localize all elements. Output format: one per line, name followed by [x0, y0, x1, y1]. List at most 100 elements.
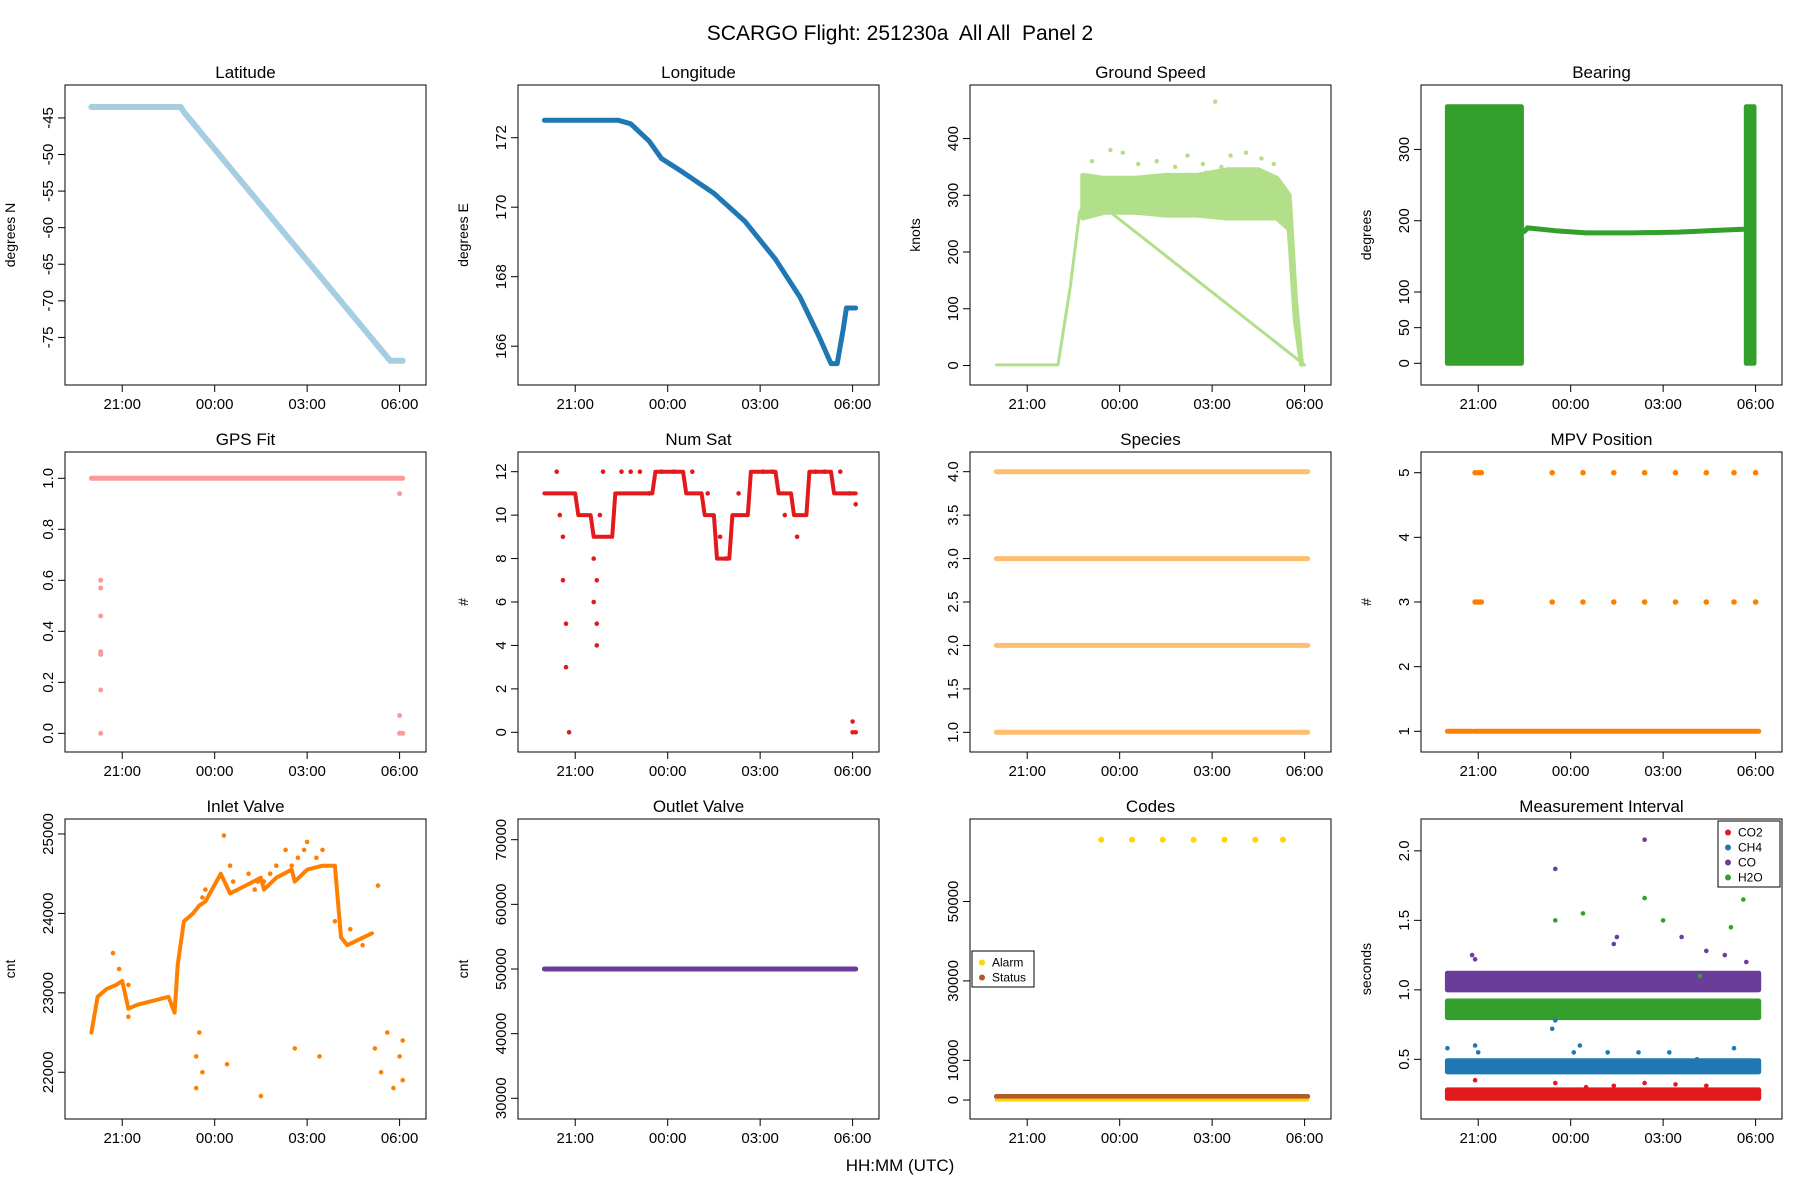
mpv-position-series-mpv-3-and-5-point: [1752, 469, 1759, 476]
species-y-tick-label: 4.0: [945, 461, 962, 482]
inlet-valve-series-inlet-valve-scatter-point: [126, 1014, 131, 1019]
latitude-x-axis: 21:00 00:00 03:00 06:00: [103, 384, 418, 413]
codes-series-alarm-point: [1190, 836, 1197, 843]
inlet-valve-y-label: cnt: [2, 960, 18, 979]
num-sat-y-tick-label: 10: [493, 507, 510, 524]
codes-legend-marker: [979, 974, 985, 981]
num-sat-series-num-sat-scatter-point: [822, 469, 828, 475]
mpv-position-series-mpv-3-and-5-point: [1731, 469, 1737, 476]
inlet-valve-y-axis: 22000 23000 24000 25000: [40, 813, 66, 1093]
latitude-series-latitude: [88, 104, 406, 364]
num-sat-y-tick-label: 6: [493, 598, 510, 606]
longitude-x-tick-label: 21:00: [556, 396, 594, 413]
num-sat-x-tick-label: 00:00: [649, 763, 687, 780]
longitude-frame: [517, 84, 880, 386]
inlet-valve-series-inlet-valve-scatter-point: [258, 1093, 264, 1099]
num-sat-series-num-sat-scatter-point: [560, 578, 566, 583]
inlet-valve-series-inlet-valve-scatter-point: [203, 887, 208, 892]
measurement-interval-x-axis: 21:00 00:00 03:00 06:00: [1459, 1118, 1774, 1147]
mpv-position-x-tick-label: 03:00: [1644, 763, 1682, 780]
inlet-valve-x-tick-label: 21:00: [103, 1130, 141, 1147]
panel-codes: Codes 21:00 00:00 03:00 06:00 0 10000 30000 5000…: [945, 797, 1332, 1147]
gps-fit-series-gps-fit-outliers-point: [397, 491, 403, 497]
mpv-position-series-mpv-3-and-5-point: [1611, 599, 1617, 605]
inlet-valve-series-inlet-valve-scatter-point: [193, 1054, 199, 1059]
measurement-interval-series-co-outliers-point: [1614, 934, 1620, 940]
codes-legend-box: [971, 950, 1035, 988]
codes-y-tick-label: 10000: [945, 1039, 962, 1081]
measurement-interval-series-co-outliers-point: [1472, 957, 1478, 962]
measurement-interval-series-ch4-outliers-point: [1694, 1057, 1700, 1062]
num-sat-y-tick-label: 4: [493, 641, 510, 649]
num-sat-series-num-sat-scatter-point: [646, 491, 652, 496]
measurement-interval-series-co: [1444, 970, 1762, 993]
bearing-x-tick-label: 21:00: [1459, 396, 1497, 413]
inlet-valve-series-inlet-valve-scatter-point: [116, 966, 122, 972]
x-axis-label: HH:MM (UTC): [845, 1156, 955, 1175]
num-sat-x-tick-label: 03:00: [741, 763, 779, 780]
outlet-valve-y-tick-label: 40000: [493, 1013, 510, 1055]
ground-speed-series-ground-speed-outliers-point: [1108, 147, 1113, 153]
codes-series-alarm-point: [1252, 836, 1259, 843]
inlet-valve-series-inlet-valve-scatter-point: [385, 1030, 390, 1035]
gps-fit-x-tick-label: 21:00: [103, 763, 141, 780]
bearing-title: Bearing: [1572, 63, 1631, 82]
inlet-valve-series-inlet-valve-scatter-point: [304, 839, 310, 845]
codes-x-tick-label: 06:00: [1286, 1130, 1324, 1147]
species-x-axis: 21:00 00:00 03:00 06:00: [1008, 751, 1324, 780]
ground-speed-series-ground-speed-outliers-point: [1154, 159, 1159, 164]
bearing-y-label: degrees: [1358, 210, 1374, 261]
species-x-tick-label: 06:00: [1286, 763, 1324, 780]
panel-inlet-valve: Inlet Valve 21:00 00:00 03:00 06:00 22000 2300…: [2, 797, 427, 1147]
panel-num-sat: Num Sat 21:00 00:00 03:00 06:00 0 2 4 6 8 10 12 #: [455, 430, 880, 780]
inlet-valve-series-inlet-valve-scatter-point: [314, 855, 319, 861]
ground-speed-series-ground-speed-outliers-point: [1271, 161, 1277, 167]
measurement-interval-y-tick-label: 1.5: [1396, 910, 1413, 931]
ground-speed-series-ground-speed-outliers-point: [1219, 164, 1224, 170]
mpv-position-series-mpv-3-and-5-point: [1549, 599, 1555, 605]
measurement-interval-series-h2o-outliers-point: [1642, 895, 1647, 901]
num-sat-y-tick-label: 12: [493, 463, 510, 480]
inlet-valve-x-tick-label: 03:00: [288, 1130, 326, 1147]
ground-speed-x-tick-label: 06:00: [1286, 396, 1324, 413]
ground-speed-frame: [969, 84, 1332, 386]
num-sat-series-num-sat-scatter-point: [770, 469, 775, 475]
ground-speed-series-ground-speed-outliers-point: [1136, 161, 1141, 167]
ground-speed-series-ground-speed-outliers-point: [1200, 161, 1206, 167]
longitude-data: [541, 117, 859, 367]
species-y-tick-label: 3.0: [945, 548, 962, 569]
mpv-position-series-mpv-3-and-5-point: [1703, 599, 1710, 605]
codes-legend-label: Alarm: [992, 956, 1023, 970]
species-y-tick-label: 1.5: [945, 678, 962, 699]
num-sat-series-num-sat-scatter-point: [637, 469, 643, 475]
codes-data: [993, 836, 1311, 1102]
latitude-x-tick-label: 03:00: [288, 396, 326, 413]
ground-speed-series-ground-speed: [994, 193, 1307, 367]
inlet-valve-series-inlet-valve-scatter-point: [230, 879, 236, 884]
num-sat-series-num-sat-scatter-point: [597, 512, 603, 518]
num-sat-series-num-sat-scatter-point: [690, 469, 695, 475]
bearing-y-tick-label: 300: [1396, 137, 1413, 162]
gps-fit-y-tick-label: 0.2: [40, 672, 57, 693]
inlet-valve-y-tick-label: 24000: [40, 893, 57, 935]
inlet-valve-series-inlet-valve-scatter-point: [289, 863, 295, 868]
mpv-position-y-tick-label: 2: [1396, 662, 1413, 670]
outlet-valve-x-tick-label: 03:00: [741, 1130, 779, 1147]
inlet-valve-series-inlet-valve-scatter-point: [224, 1062, 230, 1067]
mpv-position-series-mpv-3-and-5-point: [1752, 599, 1759, 605]
bearing-x-tick-label: 00:00: [1552, 396, 1590, 413]
num-sat-series-num-sat-scatter-point: [705, 491, 710, 496]
measurement-interval-series-co2-outliers-point: [1673, 1082, 1678, 1087]
measurement-interval-y-tick-label: 1.0: [1396, 979, 1413, 1000]
longitude-x-axis: 21:00 00:00 03:00 06:00: [556, 384, 871, 413]
inlet-valve-series-inlet-valve-scatter-point: [246, 871, 251, 876]
bearing-x-tick-label: 06:00: [1737, 396, 1775, 413]
ground-speed-y-tick-label: 200: [945, 240, 962, 265]
num-sat-series-num-sat-scatter-point: [853, 730, 858, 735]
num-sat-data: [542, 469, 858, 735]
mpv-position-series-mpv-3-and-5-point: [1703, 469, 1710, 476]
inlet-valve-series-inlet-valve-scatter-point: [267, 871, 273, 876]
gps-fit-y-tick-label: 0.0: [40, 723, 57, 744]
